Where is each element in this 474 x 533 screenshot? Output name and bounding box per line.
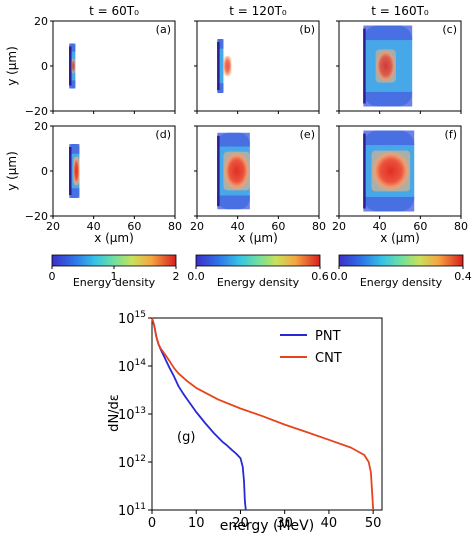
colorbar-gradient	[51, 254, 177, 267]
y-tick-label: −20	[25, 105, 48, 118]
spectrum-x-tick-label: 10	[188, 516, 205, 531]
y-tick-label: −20	[25, 210, 48, 223]
spectrum-y-tick-label: 1015	[118, 310, 146, 327]
heatmap-panel: (a) 20 0 −20	[25, 15, 176, 118]
hot-region	[73, 156, 80, 186]
x-tick-label: 20	[46, 220, 60, 233]
hot-region	[371, 150, 411, 192]
panel-label: (c)	[442, 23, 457, 36]
cold-edge-bottom	[69, 188, 80, 198]
x-tick-label: 60	[271, 220, 285, 233]
cold-edge-top	[363, 25, 413, 41]
panel-label: (a)	[156, 23, 171, 36]
spectrum-x-axis-label: energy (MeV)	[220, 518, 314, 533]
heatmap-panel: (f) 20 40 60 80	[332, 125, 468, 233]
hot-region	[223, 151, 250, 191]
colorbar-label: Energy density	[73, 276, 156, 289]
colorbar-label: Energy density	[360, 276, 443, 289]
y-tick-label: 20	[34, 120, 48, 133]
y-tick-label: 0	[41, 60, 48, 73]
column-title: t = 120T₀	[229, 4, 287, 18]
cold-edge-bottom	[217, 195, 250, 210]
spectrum-ticks: 0 10 20 30 40 50 1015 1014 1013 1012 1011	[118, 310, 381, 531]
heatmap-panel: (d) 20 40 60 80 20 0 −20	[25, 120, 182, 233]
colorbar: 0 1 2 Energy density	[49, 254, 180, 289]
hot-region	[375, 49, 396, 83]
colorbar-gradient	[195, 254, 321, 267]
cold-edge-top	[217, 132, 250, 147]
spectrum-x-tick-label: 40	[321, 516, 338, 531]
x-tick-label: 80	[168, 220, 182, 233]
colorbar: 0.0 0.4 Energy density	[330, 254, 472, 289]
spectrum-y-tick-label: 1012	[118, 454, 146, 471]
column-title: t = 160T₀	[371, 4, 429, 18]
heatmap-panel: (c)	[336, 20, 462, 114]
y-axis-label: y (μm)	[5, 46, 19, 86]
y-axis-label: y (μm)	[5, 151, 19, 191]
spectrum-y-axis-label: dN/dε	[107, 394, 122, 432]
x-tick-label: 80	[312, 220, 326, 233]
x-axis-label: x (μm)	[238, 231, 278, 245]
colorbar-tick-label: 0.0	[330, 270, 348, 283]
colorbar-tick-label: 0.4	[454, 270, 472, 283]
spectrum-legend: PNT CNT	[280, 329, 342, 366]
panel-label: (e)	[300, 128, 315, 141]
cold-edge-top	[217, 39, 224, 49]
heatmap-grid: t = 60T₀ t = 120T₀ t = 160T₀ (a) 20 0 −20 (b) (c…	[5, 4, 468, 245]
panel-label: (d)	[155, 128, 171, 141]
colorbar-gradient	[338, 254, 464, 267]
x-tick-label: 80	[454, 220, 468, 233]
x-tick-label: 40	[373, 220, 387, 233]
x-tick-label: 20	[332, 220, 346, 233]
spectrum-panel-label: (g)	[177, 430, 195, 445]
colorbar: 0.0 0.6 Energy density	[187, 254, 329, 289]
cold-edge-bottom	[363, 91, 413, 107]
spectrum-x-tick-label: 0	[148, 516, 156, 531]
legend-label-pnt: PNT	[315, 329, 341, 344]
x-tick-label: 40	[231, 220, 245, 233]
spectrum-y-tick-label: 1014	[118, 358, 146, 375]
heatmap-panel: (b)	[194, 20, 320, 114]
cold-edge-top	[69, 144, 80, 154]
cold-edge-bottom	[363, 196, 415, 212]
hot-region	[71, 58, 76, 74]
colorbar-tick-label: 1	[111, 270, 118, 283]
x-axis-label: x (μm)	[94, 231, 134, 245]
x-tick-label: 60	[127, 220, 141, 233]
cold-edge-bottom	[69, 80, 76, 89]
spectrum-axes-frame	[151, 317, 383, 511]
cold-edge-top	[363, 130, 415, 146]
legend-label-cnt: CNT	[315, 351, 342, 366]
colorbar-tick-label: 0	[49, 270, 56, 283]
x-tick-label: 60	[413, 220, 427, 233]
x-tick-label: 40	[87, 220, 101, 233]
spectrum-x-tick-label: 20	[232, 516, 249, 531]
spectrum-y-tick-label: 1011	[118, 502, 146, 519]
spectrum-y-tick-label: 1013	[118, 406, 146, 423]
series-line-cnt	[151, 317, 375, 511]
y-tick-label: 20	[34, 15, 48, 28]
x-tick-label: 20	[190, 220, 204, 233]
spectrum-x-tick-label: 30	[276, 516, 293, 531]
cold-edge-top	[69, 43, 76, 52]
cold-edge-bottom	[217, 83, 224, 93]
x-axis-label: x (μm)	[380, 231, 420, 245]
panel-label: (b)	[299, 23, 315, 36]
heatmap-panel: (e) 20 40 60 80	[190, 125, 326, 233]
colorbar-tick-label: 0.6	[311, 270, 329, 283]
column-title: t = 60T₀	[89, 4, 139, 18]
colorbar-label: Energy density	[217, 276, 300, 289]
y-tick-label: 0	[41, 165, 48, 178]
spectrum-x-tick-label: 50	[365, 516, 382, 531]
colorbar-tick-label: 0.0	[187, 270, 205, 283]
colorbar-tick-label: 2	[173, 270, 180, 283]
panel-label: (f)	[445, 128, 457, 141]
spectrum-plot: 0 10 20 30 40 50 1015 1014 1013 1012 1011 (g) ener…	[107, 310, 383, 533]
hot-region	[223, 55, 232, 77]
spectrum-series-group	[151, 317, 375, 511]
